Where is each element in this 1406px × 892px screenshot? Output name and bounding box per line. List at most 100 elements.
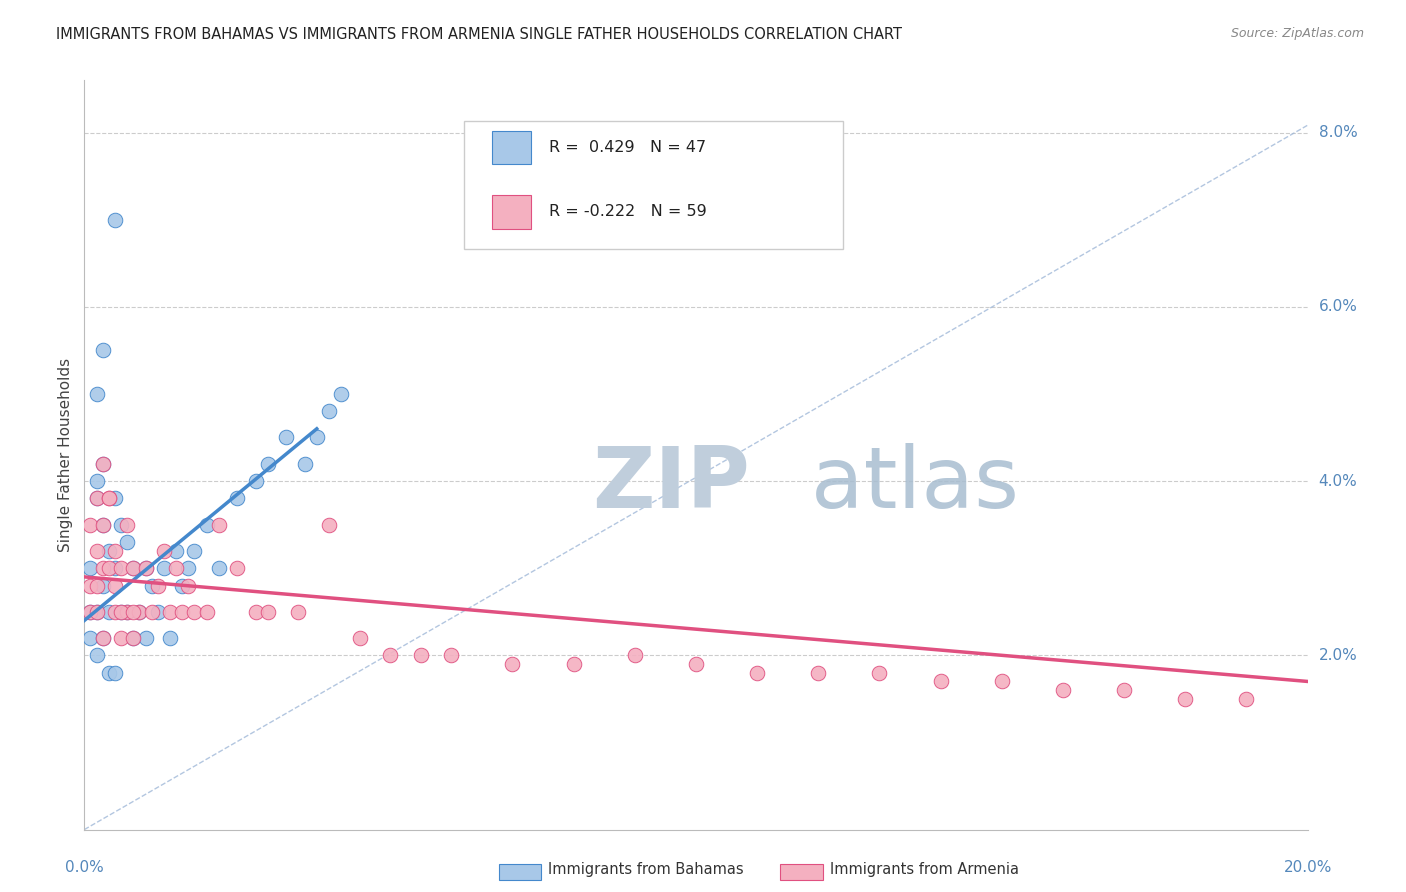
Point — [276, 430, 298, 444]
Point — [562, 657, 585, 671]
Point — [86, 579, 108, 593]
Point — [440, 648, 463, 663]
Point — [104, 561, 127, 575]
Point — [294, 457, 316, 471]
Point — [115, 605, 138, 619]
Point — [1236, 691, 1258, 706]
Point — [122, 631, 145, 645]
Point — [104, 579, 127, 593]
Text: 2.0%: 2.0% — [1319, 648, 1357, 663]
Text: atlas: atlas — [592, 443, 1019, 526]
Point — [502, 657, 524, 671]
Point — [141, 579, 163, 593]
Text: R =  0.429   N = 47: R = 0.429 N = 47 — [550, 140, 706, 155]
Point — [318, 517, 340, 532]
Point — [747, 665, 769, 680]
Point — [122, 561, 145, 575]
Point — [305, 430, 328, 444]
Point — [245, 605, 267, 619]
Point — [91, 457, 114, 471]
Point — [91, 631, 114, 645]
Point — [165, 561, 187, 575]
Text: 6.0%: 6.0% — [1319, 300, 1358, 314]
Point — [91, 579, 114, 593]
FancyBboxPatch shape — [464, 121, 842, 249]
Text: 8.0%: 8.0% — [1319, 125, 1357, 140]
Point — [146, 605, 169, 619]
Point — [91, 517, 114, 532]
Point — [183, 605, 205, 619]
Point — [146, 579, 169, 593]
Point — [115, 605, 138, 619]
Point — [104, 605, 127, 619]
Point — [1114, 683, 1136, 698]
Point — [86, 387, 108, 401]
Point — [208, 517, 231, 532]
Point — [380, 648, 402, 663]
Text: 0.0%: 0.0% — [65, 860, 104, 875]
Point — [122, 561, 145, 575]
Point — [135, 561, 157, 575]
Point — [624, 648, 647, 663]
Point — [245, 474, 267, 488]
Point — [195, 605, 218, 619]
Point — [929, 674, 952, 689]
Point — [97, 561, 120, 575]
Y-axis label: Single Father Households: Single Father Households — [58, 358, 73, 552]
Point — [177, 561, 200, 575]
Point — [165, 543, 187, 558]
Text: 20.0%: 20.0% — [1284, 860, 1331, 875]
Point — [128, 605, 150, 619]
Point — [110, 605, 132, 619]
Point — [91, 631, 114, 645]
Point — [1052, 683, 1074, 698]
Point — [287, 605, 309, 619]
Point — [128, 605, 150, 619]
Point — [97, 491, 120, 506]
Point — [97, 605, 120, 619]
Point — [79, 631, 101, 645]
Point — [226, 561, 249, 575]
Point — [104, 665, 127, 680]
Point — [79, 517, 101, 532]
Point — [183, 543, 205, 558]
Point — [318, 404, 340, 418]
Point — [97, 665, 120, 680]
Point — [91, 457, 114, 471]
Point — [409, 648, 432, 663]
Text: Immigrants from Bahamas: Immigrants from Bahamas — [548, 863, 744, 877]
Point — [110, 631, 132, 645]
Point — [110, 605, 132, 619]
Point — [349, 631, 371, 645]
Point — [110, 517, 132, 532]
Point — [91, 343, 114, 358]
Text: Source: ZipAtlas.com: Source: ZipAtlas.com — [1230, 27, 1364, 40]
Point — [86, 648, 108, 663]
Point — [330, 387, 353, 401]
Point — [807, 665, 830, 680]
Point — [135, 561, 157, 575]
Point — [153, 543, 176, 558]
Text: IMMIGRANTS FROM BAHAMAS VS IMMIGRANTS FROM ARMENIA SINGLE FATHER HOUSEHOLDS CORR: IMMIGRANTS FROM BAHAMAS VS IMMIGRANTS FR… — [56, 27, 903, 42]
Point — [104, 491, 127, 506]
Point — [91, 561, 114, 575]
Point — [86, 605, 108, 619]
Text: Immigrants from Armenia: Immigrants from Armenia — [830, 863, 1018, 877]
Point — [104, 543, 127, 558]
Point — [159, 631, 181, 645]
Point — [141, 605, 163, 619]
Point — [79, 605, 101, 619]
Point — [115, 517, 138, 532]
Point — [1174, 691, 1197, 706]
Point — [110, 561, 132, 575]
Point — [97, 543, 120, 558]
Point — [869, 665, 891, 680]
Point — [122, 631, 145, 645]
Point — [685, 657, 707, 671]
Point — [172, 579, 194, 593]
Text: ZIP: ZIP — [592, 443, 749, 526]
Point — [153, 561, 176, 575]
Point — [257, 457, 280, 471]
Point — [86, 491, 108, 506]
Point — [97, 491, 120, 506]
